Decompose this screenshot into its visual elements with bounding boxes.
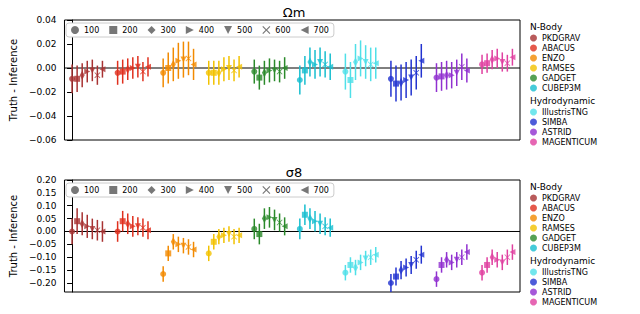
svg-text:Hydrodynamic: Hydrodynamic bbox=[530, 96, 595, 106]
svg-text:RAMSES: RAMSES bbox=[542, 64, 575, 73]
svg-text:SIMBA: SIMBA bbox=[542, 118, 568, 127]
svg-text:0.05: 0.05 bbox=[36, 214, 56, 224]
svg-text:300: 300 bbox=[161, 186, 176, 195]
svg-text:−0.02: −0.02 bbox=[29, 87, 57, 97]
svg-text:N-Body: N-Body bbox=[530, 22, 563, 32]
svg-text:100: 100 bbox=[84, 186, 99, 195]
svg-text:GADGET: GADGET bbox=[542, 74, 576, 83]
svg-text:σ8: σ8 bbox=[286, 165, 303, 180]
svg-text:IllustrisTNG: IllustrisTNG bbox=[542, 108, 588, 117]
svg-text:−0.15: −0.15 bbox=[29, 265, 57, 275]
svg-text:−0.10: −0.10 bbox=[29, 252, 57, 262]
svg-text:IllustrisTNG: IllustrisTNG bbox=[542, 268, 588, 277]
svg-text:MAGENTICUM: MAGENTICUM bbox=[542, 138, 597, 147]
svg-text:ENZO: ENZO bbox=[542, 54, 565, 63]
svg-text:Hydrodynamic: Hydrodynamic bbox=[530, 256, 595, 266]
svg-text:−0.20: −0.20 bbox=[29, 278, 57, 288]
svg-text:ENZO: ENZO bbox=[542, 214, 565, 223]
svg-text:−0.06: −0.06 bbox=[29, 135, 57, 145]
svg-text:−0.04: −0.04 bbox=[29, 111, 57, 121]
svg-text:300: 300 bbox=[161, 26, 176, 35]
svg-text:Truth - Inference: Truth - Inference bbox=[8, 39, 19, 122]
svg-text:600: 600 bbox=[275, 26, 290, 35]
svg-text:−0.05: −0.05 bbox=[29, 239, 57, 249]
svg-text:400: 400 bbox=[199, 26, 214, 35]
svg-text:ASTRID: ASTRID bbox=[542, 128, 572, 137]
svg-text:500: 500 bbox=[237, 186, 252, 195]
svg-text:200: 200 bbox=[122, 26, 137, 35]
svg-text:Truth - Inference: Truth - Inference bbox=[8, 195, 19, 278]
svg-text:GADGET: GADGET bbox=[542, 234, 576, 243]
svg-text:500: 500 bbox=[237, 26, 252, 35]
svg-text:700: 700 bbox=[314, 186, 329, 195]
svg-text:0.04: 0.04 bbox=[36, 15, 56, 25]
svg-text:400: 400 bbox=[199, 186, 214, 195]
svg-text:CUBEP3M: CUBEP3M bbox=[542, 84, 581, 93]
svg-text:MAGENTICUM: MAGENTICUM bbox=[542, 298, 597, 307]
svg-text:0.02: 0.02 bbox=[36, 39, 56, 49]
svg-text:SIMBA: SIMBA bbox=[542, 278, 568, 287]
svg-text:200: 200 bbox=[122, 186, 137, 195]
svg-text:ASTRID: ASTRID bbox=[542, 288, 572, 297]
svg-text:0.00: 0.00 bbox=[36, 63, 56, 73]
svg-text:600: 600 bbox=[275, 186, 290, 195]
svg-text:100: 100 bbox=[84, 26, 99, 35]
svg-text:PKDGRAV: PKDGRAV bbox=[542, 34, 581, 43]
svg-text:0.20: 0.20 bbox=[36, 175, 56, 185]
svg-text:RAMSES: RAMSES bbox=[542, 224, 575, 233]
svg-text:0.15: 0.15 bbox=[36, 188, 56, 198]
svg-text:PKDGRAV: PKDGRAV bbox=[542, 194, 581, 203]
svg-text:CUBEP3M: CUBEP3M bbox=[542, 244, 581, 253]
svg-text:0.00: 0.00 bbox=[36, 226, 56, 236]
svg-text:ABACUS: ABACUS bbox=[542, 204, 575, 213]
svg-text:N-Body: N-Body bbox=[530, 182, 563, 192]
svg-text:ABACUS: ABACUS bbox=[542, 44, 575, 53]
svg-text:0.10: 0.10 bbox=[36, 201, 56, 211]
svg-text:700: 700 bbox=[314, 26, 329, 35]
svg-text:Ωm: Ωm bbox=[283, 5, 306, 20]
